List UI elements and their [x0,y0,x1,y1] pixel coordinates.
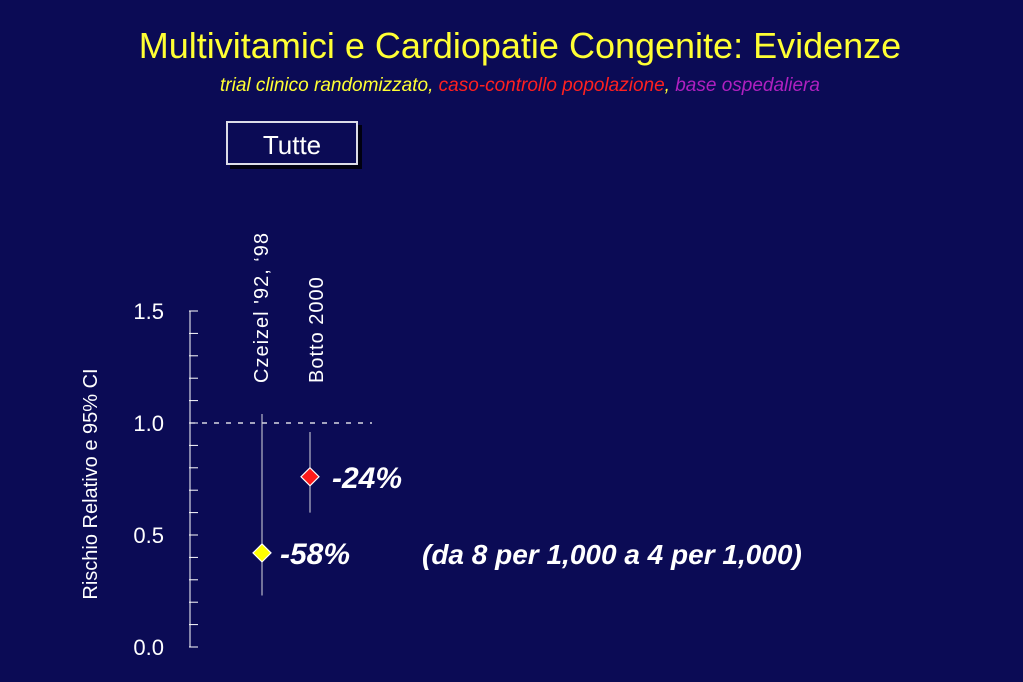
y-tick-label: 1.5 [133,299,164,324]
page-title: Multivitamici e Cardiopatie Congenite: E… [138,25,902,66]
subtitle-separator: , [664,75,676,96]
tutte-box: Tutte [226,121,358,165]
page-subtitle: trial clinico randomizzato, caso-control… [0,74,1023,98]
study-label: Botto 2000 [306,276,328,383]
y-tick-label: 1.0 [133,411,164,436]
data-label: -58% [280,538,350,571]
study-label: Czeizel '92, ‘98 [251,232,273,383]
point-estimate-marker [252,543,272,563]
subtitle-case-control: caso-controllo popolazione [438,75,665,96]
y-tick-label: 0.0 [133,635,164,660]
subtitle-hospital: base ospedaliera [675,75,820,96]
y-axis-title: Rischio Relativo e 95% CI [80,368,102,599]
subtitle-separator: , [428,75,439,96]
subtitle-trial: trial clinico randomizzato [220,75,429,96]
y-tick-label: 0.5 [133,523,164,548]
data-label: -24% [332,462,402,495]
point-estimate-marker [300,466,320,487]
chart-note: (da 8 per 1,000 a 4 per 1,000) [422,539,802,570]
